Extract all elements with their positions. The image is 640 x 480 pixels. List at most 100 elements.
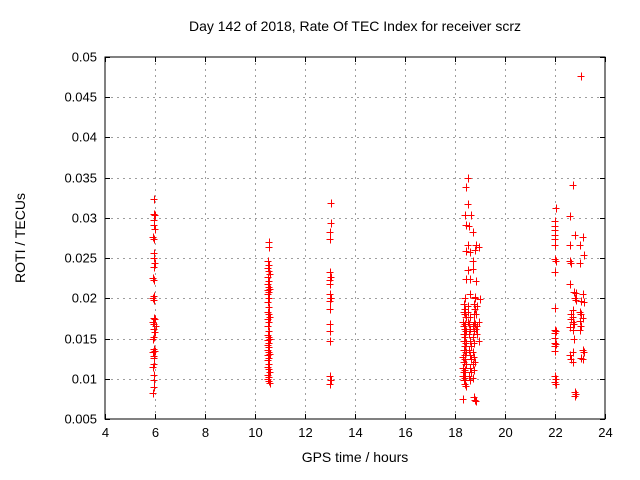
data-point: [566, 241, 574, 250]
data-point: [326, 337, 334, 346]
data-point: [576, 326, 584, 335]
data-point: [579, 355, 587, 364]
data-point: [150, 263, 158, 272]
data-point: [459, 395, 467, 404]
data-point: [472, 310, 480, 319]
x-tick-label: 12: [298, 425, 312, 440]
data-point: [464, 200, 472, 209]
data-point: [469, 228, 477, 237]
data-point: [326, 372, 334, 381]
data-point: [551, 378, 559, 387]
data-point: [577, 72, 585, 81]
data-point: [264, 257, 272, 266]
data-point: [149, 389, 157, 398]
data-point: [150, 221, 158, 230]
data-point: [475, 318, 483, 327]
data-point: [566, 257, 574, 266]
x-axis-label: GPS time / hours: [302, 449, 409, 465]
data-point: [469, 257, 477, 266]
data-point: [551, 255, 559, 264]
data-point: [265, 303, 273, 312]
data-point: [151, 225, 159, 234]
data-point: [150, 376, 158, 385]
data-point: [471, 396, 479, 405]
data-point: [470, 300, 478, 309]
data-point: [472, 325, 480, 334]
chart-title: Day 142 of 2018, Rate Of TEC Index for r…: [189, 18, 521, 34]
data-point: [460, 376, 468, 385]
data-point: [264, 298, 272, 307]
data-point: [149, 274, 157, 283]
data-point: [326, 297, 334, 306]
x-tick-label: 14: [348, 425, 362, 440]
x-tick-label: 8: [202, 425, 209, 440]
data-point: [264, 273, 272, 282]
data-point: [571, 294, 579, 303]
data-point: [151, 347, 159, 356]
data-point: [150, 383, 158, 392]
data-point: [466, 313, 474, 322]
data-point: [472, 277, 480, 286]
data-point: [264, 356, 272, 365]
data-point: [466, 290, 474, 299]
data-point: [150, 296, 158, 305]
data-point: [150, 254, 158, 263]
data-point: [465, 222, 473, 231]
data-point: [150, 235, 158, 244]
data-point: [264, 308, 272, 317]
data-point: [265, 377, 273, 386]
x-tick-label: 6: [152, 425, 159, 440]
data-point: [572, 296, 580, 305]
data-point: [460, 300, 468, 309]
data-point: [326, 380, 334, 389]
data-point: [149, 335, 157, 344]
x-tick-label: 16: [398, 425, 412, 440]
y-tick-label: 0.015: [64, 332, 97, 347]
data-point: [464, 266, 472, 275]
data-point: [569, 326, 577, 335]
data-point: [327, 219, 335, 228]
data-point: [149, 294, 157, 303]
y-tick-label: 0.04: [72, 130, 97, 145]
data-point: [326, 290, 334, 299]
data-point: [473, 330, 481, 339]
data-point: [149, 318, 157, 327]
data-point: [464, 241, 472, 250]
y-tick-label: 0.01: [72, 372, 97, 387]
x-tick-label: 18: [448, 425, 462, 440]
data-point: [567, 259, 575, 268]
data-point: [551, 347, 559, 356]
data-point: [569, 318, 577, 327]
data-point: [571, 231, 579, 240]
data-point: [579, 290, 587, 299]
data-point: [577, 297, 585, 306]
data-point: [580, 348, 588, 357]
data-point: [326, 327, 334, 336]
data-point: [569, 306, 577, 315]
data-point: [572, 289, 580, 298]
data-point: [475, 337, 483, 346]
data-point: [149, 233, 157, 242]
x-tick-label: 24: [598, 425, 612, 440]
x-tick-label: 4: [102, 425, 109, 440]
data-point: [462, 247, 470, 256]
data-point: [471, 246, 479, 255]
y-tick-label: 0.03: [72, 211, 97, 226]
data-point: [472, 241, 480, 250]
data-point: [551, 304, 559, 313]
data-point: [265, 243, 273, 252]
data-point: [151, 211, 159, 220]
data-point: [471, 294, 479, 303]
data-point: [576, 308, 584, 317]
data-point: [471, 305, 479, 314]
data-point: [466, 275, 474, 284]
data-point: [552, 204, 560, 213]
data-point: [471, 358, 479, 367]
data-point: [465, 372, 473, 381]
data-point: [467, 368, 475, 377]
data-point: [569, 358, 577, 367]
data-point: [466, 351, 474, 360]
y-tick-label: 0.045: [64, 90, 97, 105]
